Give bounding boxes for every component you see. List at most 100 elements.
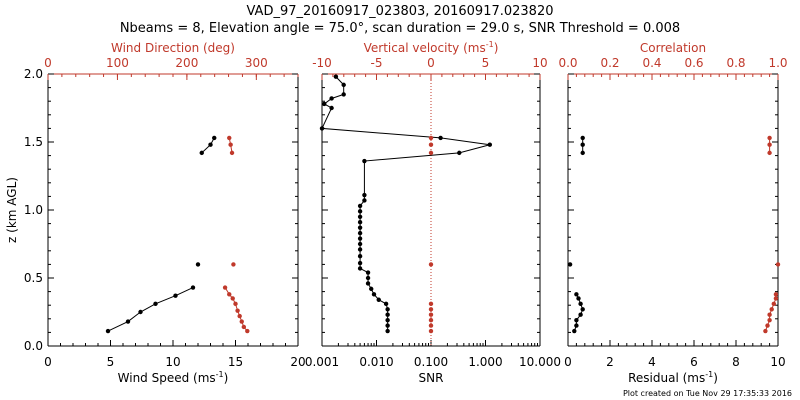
data-point [173, 293, 178, 298]
data-point [428, 317, 434, 323]
data-point [567, 262, 573, 267]
data-point [767, 317, 772, 323]
data-point [428, 328, 434, 334]
x-axis-label: SNR [419, 371, 444, 385]
data-point [574, 323, 579, 328]
data-point [385, 328, 390, 334]
data-point [357, 247, 363, 252]
y-tick-label: 1.0 [24, 203, 43, 217]
data-point [229, 150, 235, 156]
data-point [769, 307, 774, 312]
data-point [428, 150, 434, 156]
data-point [195, 262, 201, 267]
title-line-1: VAD_97_20160917_023803, 20160917.023820 [247, 4, 554, 19]
data-point [357, 236, 363, 241]
top-tick-label: 0.6 [684, 56, 703, 70]
top-tick-label: 10 [532, 56, 547, 70]
data-point [771, 301, 776, 307]
x-tick-label: 8 [732, 355, 740, 369]
data-point [237, 313, 242, 319]
data-point [428, 301, 434, 307]
data-point [767, 135, 772, 141]
data-point [239, 319, 244, 324]
data-point [231, 262, 236, 267]
data-point [362, 198, 367, 203]
data-point [580, 307, 585, 312]
data-point [428, 262, 434, 267]
x-tick-label: 0.001 [305, 355, 339, 369]
top-tick-label: 0.0 [558, 56, 577, 70]
data-point [385, 323, 390, 328]
data-point [365, 275, 371, 281]
top-tick-label: 0.4 [642, 56, 661, 70]
data-point [578, 312, 583, 317]
data-point [105, 328, 111, 334]
x-tick-label: 0 [44, 355, 52, 369]
data-point [487, 142, 493, 147]
data-point [773, 292, 779, 297]
data-point [365, 281, 371, 286]
data-point [457, 150, 462, 156]
data-point [333, 74, 339, 79]
x-tick-label: 0 [564, 355, 572, 369]
data-point [329, 105, 334, 111]
data-point [357, 266, 363, 271]
title-line-2: Nbeams = 8, Elevation angle = 75.0°, sca… [120, 21, 680, 36]
top-axis-label: Wind Direction (deg) [111, 41, 235, 55]
x-tick-label: 0.010 [359, 355, 393, 369]
top-tick-label: 0 [427, 56, 435, 70]
data-point [357, 203, 363, 209]
data-point [580, 150, 585, 156]
x-tick-label: 10 [770, 355, 785, 369]
top-tick-label: 0.8 [726, 56, 745, 70]
data-point [341, 82, 346, 88]
data-point [767, 150, 772, 156]
data-point [208, 142, 213, 147]
top-tick-label: 200 [175, 56, 198, 70]
data-point [438, 135, 443, 141]
x-axis-label: Residual (ms-1) [628, 370, 718, 385]
data-point [212, 135, 217, 141]
data-point [428, 307, 434, 312]
data-point [365, 270, 371, 275]
data-point [230, 296, 235, 301]
data-point [357, 209, 363, 214]
data-point [319, 126, 325, 131]
data-point [138, 309, 143, 315]
data-point [233, 301, 238, 307]
data-point [580, 142, 585, 147]
top-tick-label: -10 [312, 56, 332, 70]
data-point [362, 158, 367, 164]
y-tick-label: 1.5 [24, 135, 43, 149]
data-point [357, 214, 363, 219]
data-point [428, 142, 434, 147]
data-point [576, 296, 581, 301]
data-point [578, 301, 583, 307]
data-point [383, 301, 389, 307]
x-tick-label: 5 [107, 355, 115, 369]
top-tick-label: 300 [245, 56, 268, 70]
series-line [321, 76, 490, 332]
x-tick-label: 20 [290, 355, 305, 369]
data-point [190, 285, 196, 290]
data-point [357, 230, 363, 236]
data-point [357, 241, 363, 247]
data-point [153, 301, 158, 307]
x-tick-label: 6 [690, 355, 698, 369]
data-point [428, 135, 434, 141]
top-tick-label: 5 [482, 56, 490, 70]
y-tick-label: 0.0 [24, 339, 43, 353]
x-tick-label: 4 [648, 355, 656, 369]
top-tick-label: 100 [106, 56, 129, 70]
data-point [767, 312, 772, 317]
panel-3: 0 2 4 6 8 10 Residual (ms-1) 0.0 0.2 0.4 0.6 0.8 1.0… [558, 41, 787, 385]
y-tick-label: 2.0 [24, 67, 43, 81]
data-point [428, 312, 434, 317]
data-point [369, 286, 374, 292]
data-point [574, 292, 579, 297]
data-point [371, 292, 377, 297]
series-line [107, 287, 194, 332]
data-point [385, 317, 390, 323]
